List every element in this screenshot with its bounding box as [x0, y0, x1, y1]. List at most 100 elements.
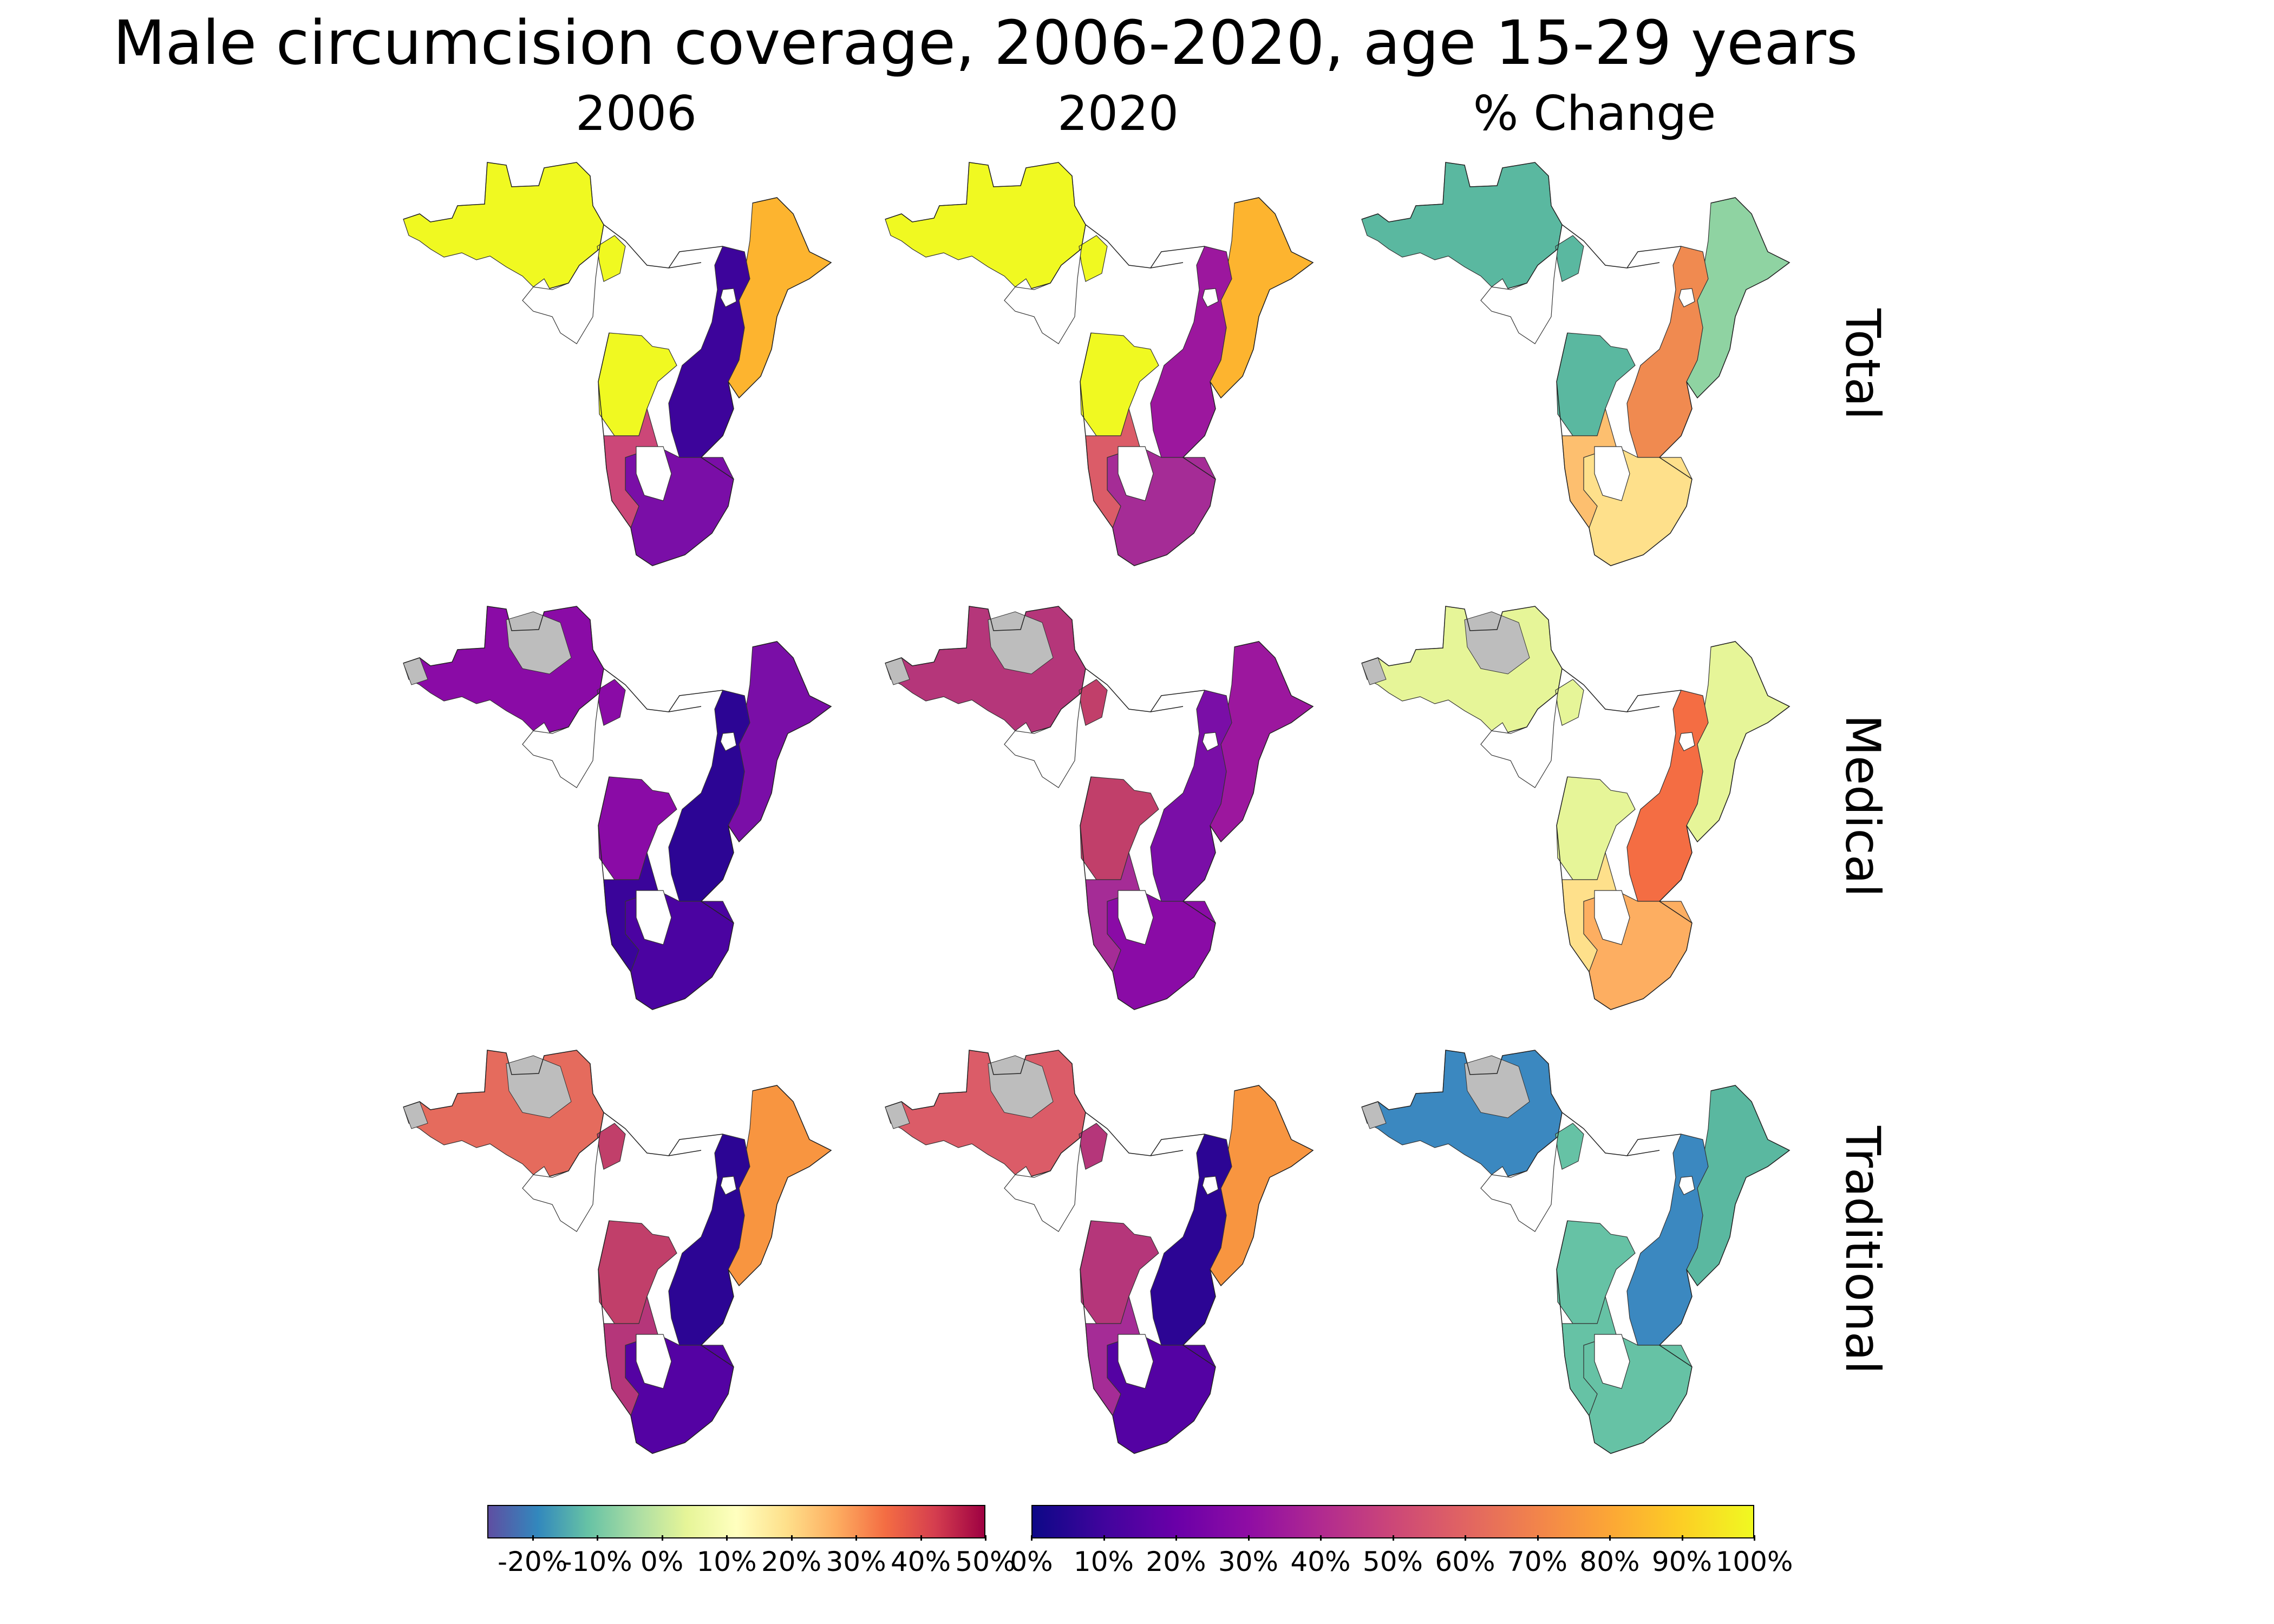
colorbar-tick-mark [1031, 1535, 1033, 1541]
map-panel-traditional-2020 [880, 1042, 1356, 1475]
column-title-2020: 2020 [1057, 86, 1179, 141]
colorbar-tick-mark [1103, 1535, 1105, 1541]
choropleth-map [885, 1050, 1314, 1454]
colorbar-tick-label: 50% [955, 1546, 1016, 1577]
colorbar-tick-mark [855, 1535, 858, 1541]
region-unmapped-0 [636, 446, 672, 501]
colorbar-tick-label: 0% [1010, 1546, 1053, 1577]
row-label-traditional: Traditional [1835, 1126, 1891, 1374]
region-central-south [1079, 679, 1159, 880]
choropleth-map [1361, 162, 1791, 566]
map-panel-total-2006 [398, 154, 874, 587]
colorbar-tick-mark [597, 1535, 599, 1541]
region-great-lakes-zambezi [1150, 1134, 1232, 1346]
colorbar-tick-mark [985, 1535, 986, 1541]
region-great-lakes-zambezi [1150, 690, 1232, 902]
colorbar-tick-label: 100% [1715, 1546, 1793, 1577]
chart-title: Male circumcision coverage, 2006-2020, a… [113, 8, 1858, 78]
region-west-africa [1361, 162, 1563, 289]
region-great-lakes-zambezi [1626, 1134, 1709, 1346]
colorbar-tick-mark [726, 1535, 728, 1541]
choropleth-map [403, 1050, 832, 1454]
colorbar-tick-mark [1681, 1535, 1683, 1541]
region-great-lakes-zambezi [668, 690, 750, 902]
map-panel-total-change [1356, 154, 1833, 587]
column-title-2006: 2006 [576, 86, 697, 141]
colorbar-tick-mark [661, 1535, 663, 1541]
colorbar-tick-label: 40% [1290, 1546, 1351, 1577]
region-great-lakes-zambezi [1626, 246, 1709, 458]
region-west-africa [885, 606, 1086, 733]
region-unmapped-0 [1118, 1334, 1154, 1389]
region-west-africa [885, 162, 1086, 289]
colorbar-tick-mark [532, 1535, 534, 1541]
choropleth-map [1361, 606, 1791, 1010]
region-unmapped-2 [1678, 288, 1695, 307]
region-unmapped-0 [636, 1334, 672, 1389]
map-panel-medical-change [1356, 598, 1833, 1031]
country-borders [403, 1050, 832, 1454]
country-borders [1361, 1050, 1791, 1454]
colorbar-tick-label: 10% [1073, 1546, 1134, 1577]
region-unmapped-2 [1202, 288, 1219, 307]
colorbar-tick-mark [1392, 1535, 1394, 1541]
colorbar-tick-label: -20% [498, 1546, 568, 1577]
region-unmapped-0 [1118, 890, 1154, 945]
region-unmapped-0 [1594, 890, 1630, 945]
colorbar-tick-label: 10% [696, 1546, 757, 1577]
choropleth-map [1361, 1050, 1791, 1454]
region-great-lakes-zambezi [668, 1134, 750, 1346]
colorbar-tick-mark [1609, 1535, 1611, 1541]
country-borders [885, 162, 1314, 566]
colorbar-tick-label: 0% [640, 1546, 684, 1577]
region-central-south [597, 235, 677, 436]
region-east-coast [728, 197, 832, 398]
region-unmapped-0 [1594, 1334, 1630, 1389]
colorbar-tick-label: 40% [890, 1546, 951, 1577]
column-title-change: % Change [1473, 86, 1716, 141]
map-panel-traditional-change [1356, 1042, 1833, 1475]
country-borders [1361, 162, 1791, 566]
region-unmapped-2 [720, 1176, 737, 1195]
colorbar-tick-label: 70% [1507, 1546, 1568, 1577]
region-unmapped-0 [1594, 446, 1630, 501]
row-label-total: Total [1835, 309, 1891, 420]
region-east-coast [1210, 197, 1314, 398]
region-unmapped-2 [1202, 1176, 1219, 1195]
map-panel-total-2020 [880, 154, 1356, 587]
colorbar-tick-mark [1247, 1535, 1250, 1541]
country-borders [1361, 606, 1791, 1010]
colorbar-tick-mark [1537, 1535, 1539, 1541]
region-unmapped-2 [1202, 732, 1219, 751]
colorbar-tick-label: 20% [761, 1546, 822, 1577]
colorbar-tick-mark [1320, 1535, 1322, 1541]
region-east-coast [1686, 1085, 1791, 1286]
choropleth-map [403, 162, 832, 566]
colorbar-tick-mark [1175, 1535, 1177, 1541]
region-central-south [1079, 1123, 1159, 1324]
region-unmapped-2 [1678, 732, 1695, 751]
colorbar-tick-label: 50% [1362, 1546, 1423, 1577]
region-central-south [597, 679, 677, 880]
colorbar-tick-mark [920, 1535, 922, 1541]
region-unmapped-2 [1678, 1176, 1695, 1195]
colorbar-tick-label: 30% [826, 1546, 886, 1577]
colorbar-change [487, 1505, 985, 1538]
region-west-africa [403, 1050, 604, 1177]
region-east-coast [1686, 641, 1791, 842]
region-central-south [1079, 235, 1159, 436]
colorbar-tick-label: 80% [1579, 1546, 1640, 1577]
region-east-coast [728, 1085, 832, 1286]
region-unmapped-2 [720, 288, 737, 307]
region-east-coast [1686, 197, 1791, 398]
map-panel-traditional-2006 [398, 1042, 874, 1475]
region-central-south [597, 1123, 677, 1324]
region-east-coast [1210, 641, 1314, 842]
region-great-lakes-zambezi [1626, 690, 1709, 902]
region-west-africa [403, 606, 604, 733]
country-borders [403, 606, 832, 1010]
region-unmapped-0 [636, 890, 672, 945]
colorbar-tick-mark [1754, 1535, 1755, 1541]
region-west-africa [1361, 1050, 1563, 1177]
choropleth-map [885, 162, 1314, 566]
